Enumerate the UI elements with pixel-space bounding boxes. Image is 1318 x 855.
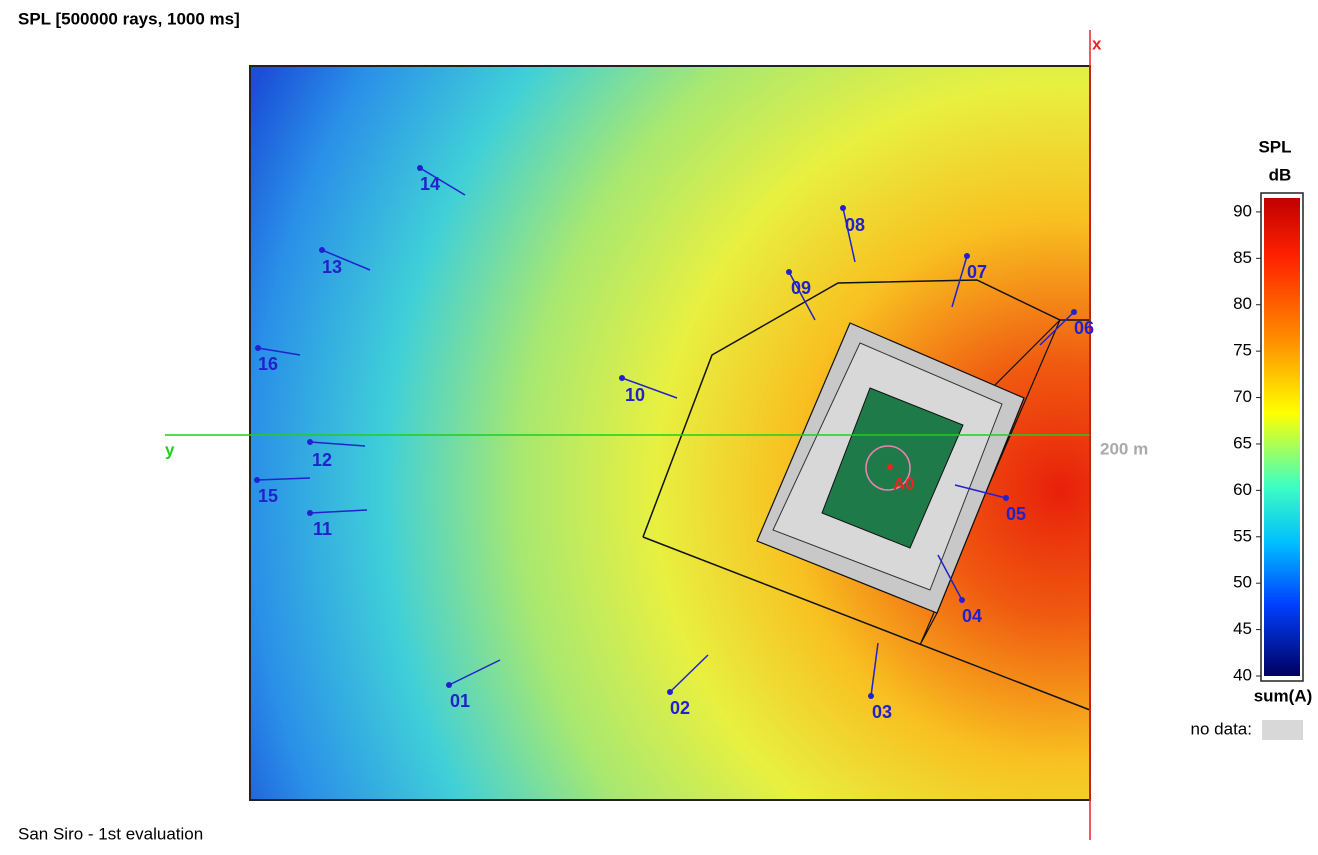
colorbar-tick-label: 90 (1233, 201, 1252, 220)
receiver-label: 08 (845, 215, 865, 235)
receiver-direction (669, 654, 709, 693)
colorbar-unit: dB (1269, 165, 1292, 184)
colorbar (1264, 198, 1300, 676)
venue-outline (642, 536, 1091, 711)
receiver-dot (1071, 309, 1077, 315)
x-axis-label: x (1092, 34, 1102, 53)
receiver-dot (254, 477, 260, 483)
receiver-dot (319, 247, 325, 253)
receiver-label: 06 (1074, 318, 1094, 338)
receiver-label: 04 (962, 606, 982, 626)
receiver-direction (257, 347, 301, 356)
receiver-label: 02 (670, 698, 690, 718)
receiver-label: 12 (312, 450, 332, 470)
receiver-direction (788, 271, 816, 321)
receiver-direction (256, 477, 311, 481)
source-radius (865, 445, 911, 491)
receiver-direction (951, 255, 968, 308)
receiver-dot (307, 510, 313, 516)
receiver-label: 11 (313, 519, 332, 539)
colorbar-tick-label: 80 (1233, 294, 1252, 313)
colorbar-tick-label: 60 (1233, 480, 1252, 499)
receiver-dot (840, 205, 846, 211)
receiver-label: 13 (322, 257, 342, 277)
receiver-direction (419, 167, 466, 196)
receiver-label: 14 (420, 174, 440, 194)
receiver-direction (937, 554, 963, 601)
colorbar-tick-label: 65 (1233, 433, 1252, 452)
colorbar-caption: sum(A) (1254, 686, 1313, 705)
colorbar-tick-label: 75 (1233, 341, 1252, 360)
colorbar-tick-label: 45 (1233, 619, 1252, 638)
receiver-label: 09 (791, 278, 811, 298)
receiver-dot (964, 253, 970, 259)
receiver-dot (255, 345, 261, 351)
receiver-direction (621, 377, 678, 399)
receiver-dot (446, 682, 452, 688)
colorbar-tick-label: 40 (1233, 665, 1252, 684)
colorbar-tick-label: 85 (1233, 248, 1252, 267)
receiver-direction (1039, 311, 1075, 346)
source-dot (887, 464, 893, 470)
receiver-direction (842, 207, 856, 263)
receiver-direction (954, 484, 1007, 499)
title: SPL [500000 rays, 1000 ms] (18, 9, 240, 28)
receiver-direction (309, 441, 366, 447)
receiver-dot (307, 439, 313, 445)
receiver-label: 07 (967, 262, 987, 282)
receiver-direction (321, 249, 371, 271)
receiver-label: 01 (450, 691, 470, 711)
colorbar-tick-label: 70 (1233, 387, 1252, 406)
receiver-dot (667, 689, 673, 695)
receiver-label: 16 (258, 354, 278, 374)
footer: San Siro - 1st evaluation (18, 824, 203, 843)
receivers: 14 13 16 10 12 15 11 01 02 03 04 05 06 07 08 09 (254, 165, 1094, 722)
receiver-dot (959, 597, 965, 603)
y-axis-label: y (165, 440, 175, 459)
colorbar-tick-label: 55 (1233, 526, 1252, 545)
receiver-dot (619, 375, 625, 381)
colorbar-tick-label: 50 (1233, 573, 1252, 592)
no-data-label: no data: (1191, 719, 1252, 738)
colorbar-title: SPL (1258, 137, 1291, 156)
receiver-label: 10 (625, 385, 645, 405)
receiver-dot (868, 693, 874, 699)
receiver-direction (448, 659, 501, 686)
receiver-label: 03 (872, 702, 892, 722)
receiver-label: 15 (258, 486, 278, 506)
receiver-label: 05 (1006, 504, 1026, 524)
receiver-direction (309, 509, 368, 514)
no-data-swatch (1262, 720, 1303, 740)
receiver-dot (786, 269, 792, 275)
receiver-dot (1003, 495, 1009, 501)
distance-label: 200 m (1100, 439, 1148, 458)
source-label: A0 (893, 474, 915, 493)
colorbar-ticks: 90 85 80 75 70 65 60 55 50 45 40 (1233, 201, 1261, 684)
receiver-dot (417, 165, 423, 171)
receiver-direction (870, 642, 879, 697)
